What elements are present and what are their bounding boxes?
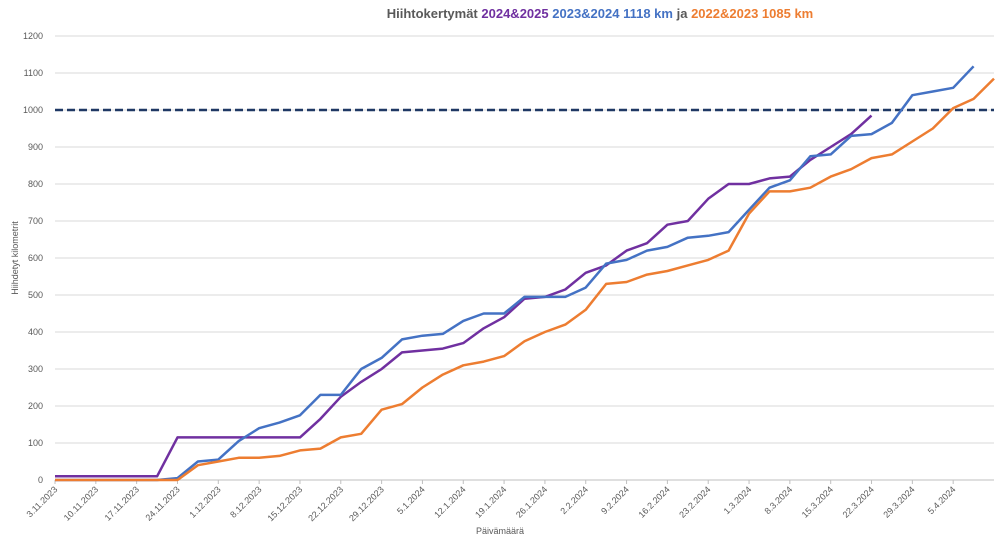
x-tick-label: 5.1.2024: [395, 484, 427, 516]
y-tick-label: 700: [28, 216, 43, 226]
y-tick-label: 200: [28, 401, 43, 411]
x-tick-label: 17.11.2023: [103, 484, 141, 522]
x-tick-label: 16.2.2024: [636, 484, 671, 519]
y-tick-label: 1100: [24, 68, 43, 78]
x-tick-label: 9.2.2024: [599, 484, 631, 516]
y-tick-label: 400: [28, 327, 43, 337]
x-tick-label: 10.11.2023: [62, 484, 100, 522]
series-line: [55, 65, 975, 482]
x-tick-label: 8.3.2024: [762, 484, 794, 516]
chart-title: Hiihtokertymät 2024&2025 2023&2024 1118 …: [387, 6, 814, 21]
x-tick-label: 26.1.2024: [514, 484, 549, 519]
x-tick-label: 19.1.2024: [473, 484, 508, 519]
y-tick-label: 800: [28, 179, 43, 189]
x-axis-label: Päivämäärä: [476, 526, 524, 536]
y-tick-label: 0: [38, 475, 43, 485]
series-line: [55, 114, 873, 478]
y-tick-label: 300: [28, 364, 43, 374]
x-tick-label: 2.2.2024: [558, 484, 590, 516]
x-tick-label: 15.12.2023: [265, 484, 304, 523]
x-tick-label: 29.3.2024: [881, 484, 916, 519]
x-tick-label: 22.12.2023: [306, 484, 345, 523]
y-tick-label: 100: [28, 438, 43, 448]
y-tick-label: 600: [28, 253, 43, 263]
title-part: 2022&2023 1085 km: [691, 6, 813, 21]
title-part: ja: [676, 6, 689, 21]
x-tick-label: 22.3.2024: [841, 484, 876, 519]
title-part: Hiihtokertymät: [387, 6, 479, 21]
y-tick-label: 500: [28, 290, 43, 300]
x-tick-label: 15.3.2024: [800, 484, 835, 519]
y-axis-label: Hiihdetyt kilometrit: [10, 221, 20, 295]
x-tick-label: 29.12.2023: [347, 484, 386, 523]
title-part: 2023&2024 1118 km: [552, 6, 673, 21]
y-tick-label: 900: [28, 142, 43, 152]
y-tick-label: 1200: [23, 31, 43, 41]
x-tick-label: 3.11.2023: [25, 484, 60, 519]
x-tick-label: 24.11.2023: [143, 484, 181, 522]
title-part: 2024&2025: [481, 6, 548, 21]
x-tick-label: 12.1.2024: [432, 484, 467, 519]
x-tick-label: 5.4.2024: [926, 484, 958, 516]
y-tick-label: 1000: [23, 105, 43, 115]
series-line: [55, 77, 995, 482]
x-tick-label: 1.3.2024: [722, 484, 754, 516]
x-tick-label: 8.12.2023: [228, 484, 263, 519]
x-tick-label: 23.2.2024: [677, 484, 712, 519]
x-tick-label: 1.12.2023: [187, 484, 222, 519]
